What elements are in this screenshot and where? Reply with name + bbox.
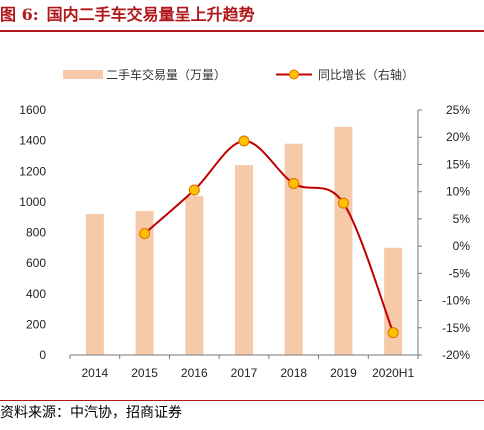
right-tick-label: -5% xyxy=(449,266,471,280)
legend-label-bar: 二手车交易量（万量） xyxy=(106,67,226,82)
x-tick-label: 2018 xyxy=(280,366,307,380)
left-tick-label: 1400 xyxy=(19,134,46,148)
growth-point xyxy=(288,178,300,189)
right-tick-label: 5% xyxy=(453,212,471,226)
growth-point xyxy=(337,197,349,209)
left-tick-label: 1200 xyxy=(19,164,46,178)
legend-swatch-marker xyxy=(289,69,299,80)
left-tick-label: 0 xyxy=(39,348,46,362)
bar xyxy=(334,126,353,355)
legend-label-line: 同比增长（右轴） xyxy=(318,67,414,82)
growth-point xyxy=(139,228,151,240)
chart: 二手车交易量（万量） 同比增长（右轴） 0 200 400 600 800 1000 1200… xyxy=(19,67,471,380)
bar xyxy=(85,214,104,355)
bar xyxy=(235,165,253,355)
legend-swatch-bar xyxy=(63,70,103,79)
x-tick-label: 2020H1 xyxy=(372,366,414,380)
left-axis: 0 200 400 600 800 1000 1200 1400 1600 xyxy=(19,103,46,362)
figure-label: 图 6: xyxy=(0,5,39,24)
growth-point xyxy=(238,135,250,147)
x-axis: 2014 2015 2016 2017 2018 2019 2020H1 xyxy=(69,354,419,380)
line-series xyxy=(139,135,399,339)
bar xyxy=(284,143,303,355)
left-tick-label: 200 xyxy=(26,317,46,331)
left-tick-label: 600 xyxy=(26,256,46,270)
growth-point xyxy=(188,184,200,196)
left-tick-label: 1600 xyxy=(19,103,46,117)
x-tick-label: 2014 xyxy=(82,366,109,380)
right-tick-label: 20% xyxy=(446,130,470,144)
right-tick-label: -20% xyxy=(442,348,470,362)
left-tick-label: 800 xyxy=(26,226,46,240)
bar xyxy=(384,247,403,355)
source-rule xyxy=(0,400,484,401)
right-tick-label: 25% xyxy=(446,103,470,117)
right-tick-label: -10% xyxy=(442,294,470,308)
x-tick-label: 2017 xyxy=(231,366,258,380)
left-tick-label: 400 xyxy=(26,287,46,301)
right-tick-label: 15% xyxy=(446,157,470,171)
bar-series xyxy=(85,126,403,355)
x-tick-label: 2015 xyxy=(131,366,158,380)
legend: 二手车交易量（万量） 同比增长（右轴） xyxy=(63,67,414,82)
right-tick-label: 0% xyxy=(453,239,471,253)
growth-line xyxy=(143,140,395,334)
x-tick-label: 2019 xyxy=(330,366,357,380)
right-tick-label: -15% xyxy=(442,321,470,335)
bar xyxy=(185,195,204,355)
bar xyxy=(135,211,154,355)
source-note: 资料来源：中汽协，招商证券 xyxy=(0,405,182,421)
figure-title-text: 国内二手车交易量呈上升趋势 xyxy=(46,5,255,24)
x-tick-label: 2016 xyxy=(181,366,208,380)
title-rule xyxy=(0,30,484,32)
right-axis: -20% -15% -10% -5% 0% 5% 10% 15% 20% 25% xyxy=(417,103,471,362)
right-tick-label: 10% xyxy=(446,185,470,199)
growth-point xyxy=(387,327,399,339)
left-tick-label: 1000 xyxy=(19,195,46,209)
figure-title: 图 6: 国内二手车交易量呈上升趋势 xyxy=(0,2,255,28)
